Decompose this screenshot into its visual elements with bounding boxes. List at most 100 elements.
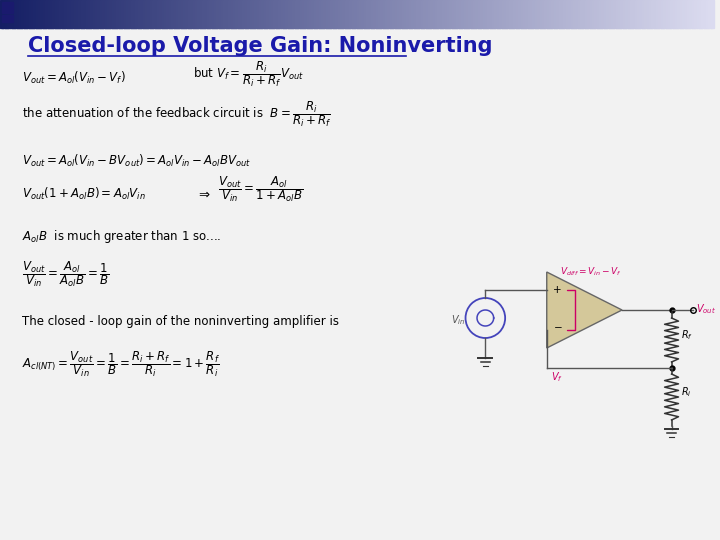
Bar [371,0,374,28]
Bar [36,0,39,28]
Bar [490,0,493,28]
Bar [440,0,443,28]
Text: Closed-loop Voltage Gain: Noninverting: Closed-loop Voltage Gain: Noninverting [28,36,492,56]
Bar [420,0,424,28]
Bar [292,0,296,28]
Bar [366,0,369,28]
Bar [195,0,198,28]
Bar [630,0,634,28]
Bar [385,0,389,28]
Bar [197,0,201,28]
Bar [245,0,248,28]
Bar [135,0,139,28]
Bar [449,0,453,28]
Bar [199,0,203,28]
Bar [594,0,598,28]
Bar [247,0,251,28]
Bar [17,0,20,28]
Bar [183,0,186,28]
Bar [84,0,86,28]
Bar [570,0,574,28]
Bar [240,0,243,28]
Bar [73,0,77,28]
Bar [437,0,441,28]
Bar [544,0,548,28]
Bar [413,0,417,28]
Bar [276,0,279,28]
Bar [309,0,312,28]
Bar [181,0,184,28]
Bar [504,0,508,28]
Bar [223,0,227,28]
Bar [159,0,163,28]
Bar [659,0,662,28]
Bar [347,0,351,28]
Bar [509,0,512,28]
Bar [140,0,143,28]
Bar [119,0,122,28]
Bar [359,0,362,28]
Bar [31,0,35,28]
Bar [665,0,669,28]
Bar [45,0,48,28]
Bar [53,0,55,28]
Bar [300,0,303,28]
Bar [204,0,208,28]
Bar [537,0,541,28]
Bar [266,0,269,28]
Text: $V_{diff} = V_{in} - V_f$: $V_{diff} = V_{in} - V_f$ [559,266,621,279]
Bar [549,0,552,28]
Bar [535,0,539,28]
Bar [539,0,543,28]
Bar [683,0,685,28]
Bar [361,0,365,28]
Bar [380,0,384,28]
Text: $V_{out}(1 + A_{ol}B) = A_{ol}V_{in}$: $V_{out}(1 + A_{ol}B) = A_{ol}V_{in}$ [22,186,145,202]
Bar [259,0,263,28]
Bar [530,0,534,28]
Bar [238,0,241,28]
Bar [221,0,225,28]
Bar [214,0,217,28]
Bar [378,0,382,28]
Bar [373,0,377,28]
Bar [145,0,148,28]
Bar [112,0,115,28]
Bar [616,0,619,28]
Bar [451,0,455,28]
Bar [606,0,610,28]
Bar [642,0,645,28]
Bar [60,0,63,28]
Bar [635,0,638,28]
Text: $\Rightarrow$: $\Rightarrow$ [196,188,211,201]
Bar [330,0,334,28]
Bar [661,0,665,28]
Bar [687,0,690,28]
Bar [473,0,477,28]
Bar [155,0,158,28]
Text: $A_{cl(NT)} = \dfrac{V_{out}}{V_{in}} = \dfrac{1}{B} = \dfrac{R_i + R_f}{R_i} = : $A_{cl(NT)} = \dfrac{V_{out}}{V_{in}} = … [22,349,220,379]
Bar [663,0,667,28]
Bar [426,0,429,28]
Bar [395,0,398,28]
Bar [148,0,150,28]
Bar [456,0,460,28]
Bar [102,0,106,28]
Bar [464,0,467,28]
Bar [138,0,141,28]
Bar [678,0,681,28]
Bar [261,0,265,28]
Bar [316,0,320,28]
Bar [22,0,24,28]
Bar [459,0,462,28]
Bar [297,0,300,28]
Bar [423,0,426,28]
Bar [133,0,137,28]
Bar [471,0,474,28]
Bar [76,0,79,28]
Bar [192,0,196,28]
Bar [212,0,215,28]
Bar [703,0,707,28]
Bar [210,0,212,28]
Bar [599,0,603,28]
